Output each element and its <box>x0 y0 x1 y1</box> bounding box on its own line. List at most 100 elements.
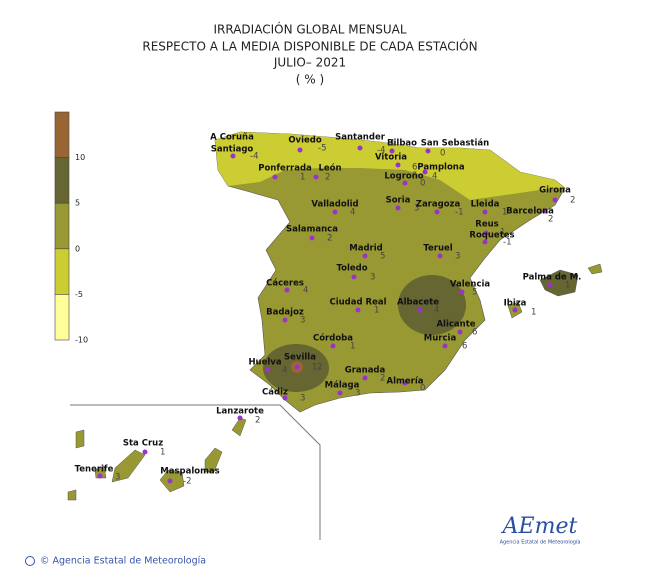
title-line: ( % ) <box>296 73 324 87</box>
station-value: 6 <box>462 342 467 352</box>
station-dot <box>313 174 319 180</box>
station-dot <box>395 162 401 168</box>
station-name: Oviedo <box>288 136 322 146</box>
station-value: 2 <box>570 196 575 206</box>
station-value: 1 <box>502 208 507 218</box>
station-name: Cádiz <box>262 388 288 398</box>
station-value: 2 <box>548 215 553 225</box>
station-dot <box>282 317 288 323</box>
station-value: 0 <box>420 179 425 189</box>
station-dot <box>442 343 448 349</box>
legend-label: -5 <box>75 290 83 299</box>
station-dot <box>402 380 408 386</box>
station-value: 4 <box>303 286 308 296</box>
title-line: JULIO– 2021 <box>273 56 346 70</box>
station-name: Huelva <box>248 358 281 368</box>
station-name: Roquetes <box>469 231 514 241</box>
station-name: Soria <box>386 196 411 206</box>
island <box>231 417 247 437</box>
station-dot <box>459 289 465 295</box>
station-value: 3 <box>414 204 419 214</box>
station-value: 2 <box>327 234 332 244</box>
station-value: -2 <box>183 477 191 487</box>
station-value: -4 <box>377 146 385 156</box>
title-line: RESPECTO A LA MEDIA DISPONIBLE DE CADA E… <box>142 39 477 54</box>
logo-subtitle: Agencia Estatal de Meteorología <box>500 539 581 546</box>
station-name: Madrid <box>349 244 382 254</box>
legend-swatch <box>54 111 70 158</box>
station-dot <box>434 209 440 215</box>
station-dot <box>425 148 431 154</box>
station-name: Salamanca <box>286 225 338 235</box>
station-dot <box>142 449 148 455</box>
station-name: Valencia <box>450 280 491 290</box>
legend-swatch <box>54 202 70 250</box>
station-value: 1 <box>500 228 505 238</box>
station-name: Santander <box>335 133 386 143</box>
station-name: Valladolid <box>311 200 358 210</box>
station-name: Cáceres <box>266 279 304 289</box>
station-value: 1 <box>390 139 395 149</box>
station-dot <box>294 364 300 370</box>
station-value: 1 <box>160 448 165 458</box>
station-dot <box>265 367 271 373</box>
station-name: Barcelona <box>506 207 554 217</box>
legend-label: 10 <box>75 153 85 162</box>
title-line: IRRADIACIÓN GLOBAL MENSUAL <box>213 22 406 37</box>
station-value: -1 <box>455 208 463 218</box>
legend: 10 5 0 -5 -10 <box>54 111 88 345</box>
high-zone <box>398 275 466 335</box>
station-name: Sta Cruz <box>123 439 163 449</box>
station-name: Lleida <box>471 200 500 210</box>
station-value: 1 <box>531 308 536 318</box>
station-name: Girona <box>539 186 571 196</box>
copyright-icon <box>25 556 35 566</box>
station-name: Santiago <box>211 145 254 155</box>
station-value: 0 <box>440 149 445 159</box>
station-value: 3 <box>355 389 360 399</box>
station-value: 4 <box>282 366 287 376</box>
legend-swatch <box>54 248 70 295</box>
inset-border <box>70 404 321 540</box>
station-name: Lanzarote <box>216 407 264 417</box>
station-name: León <box>318 163 341 174</box>
station-name: Granada <box>345 366 386 376</box>
station-value: 0 <box>420 384 425 394</box>
station-dot <box>362 253 368 259</box>
station-dot <box>552 197 558 203</box>
station-value: 3 <box>455 252 460 262</box>
station-name: Teruel <box>423 244 452 254</box>
station-value: -4 <box>250 152 258 162</box>
station-dot <box>237 415 243 421</box>
station-name: Ponferrada <box>258 164 312 174</box>
station-dot <box>282 395 288 401</box>
station-dot <box>297 147 303 153</box>
station-name: Bilbao <box>387 139 417 149</box>
station-value: 4 <box>432 172 437 182</box>
island <box>67 489 77 501</box>
legend-label: -10 <box>75 336 88 345</box>
station-value: 6 <box>472 328 477 338</box>
station-value: 2 <box>255 416 260 426</box>
station-name: Almería <box>387 377 424 387</box>
station-dot <box>389 148 395 154</box>
station-dot <box>457 329 463 335</box>
station-name: San Sebastián <box>421 139 489 149</box>
station-value: 6 <box>412 163 417 173</box>
legend-label: 5 <box>75 199 80 208</box>
island <box>75 429 85 449</box>
station-dot <box>97 473 103 479</box>
station-name: Toledo <box>336 264 367 274</box>
station-dot <box>547 282 553 288</box>
station-name: Pamplona <box>417 163 464 173</box>
station-dot <box>512 307 518 313</box>
station-dot <box>395 205 401 211</box>
station-value: -1 <box>503 238 511 248</box>
station-name: A Coruña <box>210 133 254 143</box>
station-dot <box>337 390 343 396</box>
station-dot <box>482 239 488 245</box>
station-value: 12 <box>312 363 323 373</box>
station-value: 1 <box>300 173 305 183</box>
station-value: 1 <box>350 342 355 352</box>
